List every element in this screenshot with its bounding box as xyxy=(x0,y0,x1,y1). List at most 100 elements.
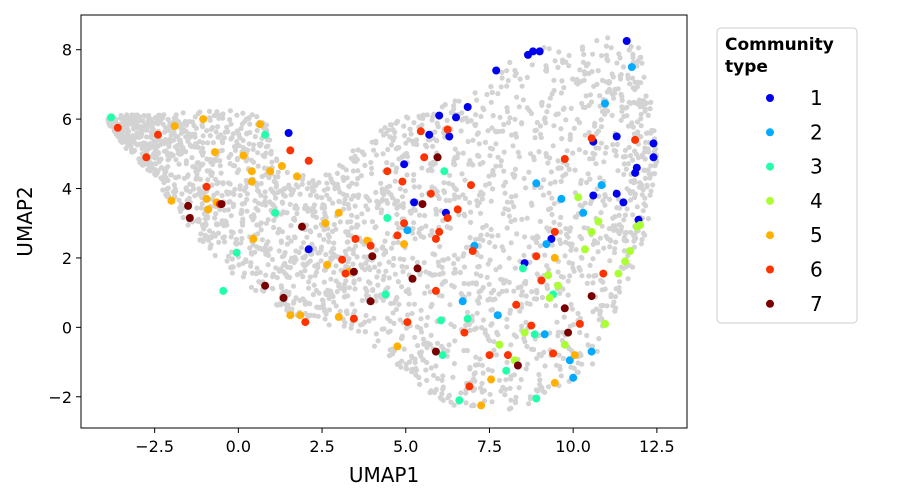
background-point xyxy=(124,112,130,118)
background-point xyxy=(534,355,540,361)
background-point xyxy=(491,172,497,178)
background-point xyxy=(526,244,532,250)
background-point xyxy=(434,189,440,195)
background-point xyxy=(192,131,198,137)
background-point xyxy=(312,273,318,279)
background-point xyxy=(491,347,497,353)
background-point xyxy=(292,235,298,241)
background-point xyxy=(594,348,600,354)
background-point xyxy=(390,262,396,268)
background-point xyxy=(632,148,638,154)
legend-marker-1 xyxy=(766,94,774,102)
background-point xyxy=(359,211,365,217)
background-point xyxy=(487,257,493,263)
background-point xyxy=(337,219,343,225)
background-point xyxy=(638,111,644,117)
background-point xyxy=(316,290,322,296)
background-point xyxy=(653,146,659,152)
background-point xyxy=(176,197,182,203)
background-point xyxy=(585,61,591,67)
background-point xyxy=(478,232,484,238)
background-point xyxy=(409,310,415,317)
background-point xyxy=(396,156,402,162)
background-point xyxy=(516,104,522,110)
background-point xyxy=(469,403,475,409)
background-point xyxy=(199,201,205,207)
background-point xyxy=(543,303,550,309)
background-point xyxy=(512,399,519,405)
background-point xyxy=(625,75,631,82)
background-point xyxy=(608,45,614,51)
background-point xyxy=(283,288,289,294)
background-point xyxy=(202,232,208,238)
legend-marker-6 xyxy=(766,265,774,274)
background-point xyxy=(300,255,306,261)
background-point xyxy=(310,213,316,219)
background-point xyxy=(385,146,391,153)
background-point xyxy=(341,177,347,183)
background-point xyxy=(209,172,215,179)
background-point xyxy=(435,124,441,130)
background-point xyxy=(176,137,182,143)
legend-label-6: 6 xyxy=(810,258,823,282)
background-point xyxy=(232,186,238,192)
background-point xyxy=(352,286,358,292)
background-point xyxy=(413,365,419,371)
background-point xyxy=(362,162,368,168)
background-point xyxy=(273,195,279,201)
background-point xyxy=(566,52,572,59)
background-point xyxy=(362,267,368,273)
background-point xyxy=(307,228,313,234)
background-point xyxy=(499,69,505,75)
background-point xyxy=(358,173,364,179)
background-point xyxy=(602,192,608,198)
background-point xyxy=(588,99,595,105)
background-point xyxy=(638,116,644,122)
data-point-community-7 xyxy=(433,153,442,162)
background-point xyxy=(390,240,397,246)
background-point xyxy=(343,167,349,173)
background-point xyxy=(468,118,474,124)
background-point xyxy=(411,172,417,178)
background-point xyxy=(293,295,299,301)
background-point xyxy=(533,387,539,393)
background-point xyxy=(503,377,509,383)
data-point-community-5 xyxy=(204,205,213,214)
background-point xyxy=(575,310,581,317)
background-point xyxy=(229,256,235,262)
background-point xyxy=(503,288,510,294)
background-point xyxy=(368,159,374,166)
background-point xyxy=(228,151,234,158)
background-point xyxy=(444,224,450,230)
background-point xyxy=(423,223,429,229)
background-point xyxy=(271,224,277,231)
background-point xyxy=(258,192,264,198)
background-point xyxy=(219,147,225,153)
background-point xyxy=(497,128,503,134)
data-point-community-3 xyxy=(455,396,464,405)
background-point xyxy=(336,281,342,287)
data-point-community-5 xyxy=(266,167,275,176)
background-point xyxy=(134,112,140,118)
background-point xyxy=(137,159,143,165)
background-point xyxy=(584,280,590,286)
background-point xyxy=(488,307,494,313)
background-point xyxy=(171,182,177,188)
background-point xyxy=(387,183,393,189)
background-point xyxy=(489,368,495,374)
background-point xyxy=(578,177,584,183)
background-point xyxy=(560,355,567,361)
background-point xyxy=(478,113,484,120)
background-point xyxy=(165,157,171,163)
background-point xyxy=(252,198,258,204)
data-point-community-4 xyxy=(554,281,563,290)
background-point xyxy=(595,68,601,74)
background-point xyxy=(241,187,248,193)
background-point xyxy=(344,192,350,199)
background-point xyxy=(612,246,618,252)
background-point xyxy=(473,354,479,360)
data-point-community-7 xyxy=(513,361,522,370)
data-point-community-3 xyxy=(232,248,241,257)
background-point xyxy=(229,264,236,270)
data-point-community-6 xyxy=(398,177,407,186)
